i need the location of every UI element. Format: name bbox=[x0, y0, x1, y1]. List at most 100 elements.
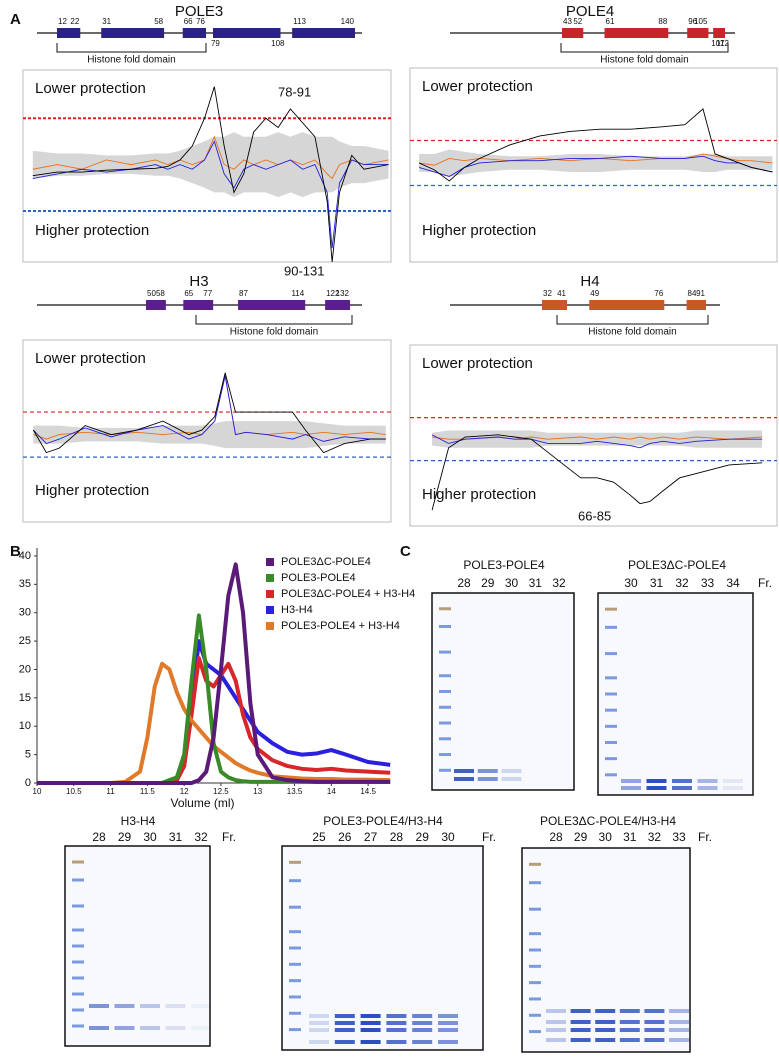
residue-label: 76 bbox=[196, 17, 205, 26]
region-label: Lower protection bbox=[35, 350, 146, 367]
domain-box bbox=[182, 28, 206, 38]
hdx-line bbox=[32, 135, 389, 180]
lane-label: 30 bbox=[143, 830, 157, 844]
residue-label: 140 bbox=[341, 17, 355, 26]
protein-band bbox=[619, 1038, 640, 1042]
ladder-band bbox=[529, 964, 541, 968]
x-tick-label: 14.5 bbox=[360, 787, 376, 796]
protein-band bbox=[140, 1004, 160, 1008]
legend-label: H3-H4 bbox=[281, 604, 313, 616]
residue-label: 76 bbox=[654, 289, 663, 298]
hdx-line bbox=[32, 86, 389, 263]
ladder-band bbox=[72, 928, 84, 932]
protein-title: H3 bbox=[189, 273, 208, 290]
lane-label: 30 bbox=[441, 830, 455, 844]
protein-band bbox=[477, 769, 498, 773]
panel-label: C bbox=[400, 543, 411, 560]
residue-label: 61 bbox=[606, 17, 615, 26]
domain-box bbox=[542, 300, 568, 310]
legend-label: POLE3ΔC-POLE4 + H3-H4 bbox=[281, 588, 415, 600]
ladder-band bbox=[529, 862, 541, 866]
protein-band bbox=[644, 1028, 665, 1032]
ladder-band bbox=[529, 1013, 541, 1017]
ladder-band bbox=[72, 976, 84, 980]
protein-band bbox=[644, 1020, 665, 1024]
region-label: Higher protection bbox=[35, 222, 149, 239]
residue-label: 31 bbox=[102, 17, 111, 26]
fold-bracket bbox=[560, 43, 729, 53]
lane-label: 25 bbox=[312, 830, 326, 844]
residue-label: 12 bbox=[58, 17, 67, 26]
ladder-band bbox=[605, 757, 617, 761]
protein-band bbox=[438, 1021, 458, 1025]
panel-label: A bbox=[10, 11, 21, 28]
residue-label: 32 bbox=[543, 289, 552, 298]
residue-label: 52 bbox=[573, 17, 582, 26]
gel-title: POLE3ΔC-POLE4 bbox=[628, 558, 726, 572]
protein-band bbox=[697, 779, 718, 783]
fold-label: Histone fold domain bbox=[600, 55, 688, 66]
lane-label: 27 bbox=[364, 830, 378, 844]
ladder-band bbox=[72, 878, 84, 882]
domain-box bbox=[183, 300, 214, 310]
ladder-band bbox=[605, 773, 617, 777]
ladder-band bbox=[439, 690, 451, 693]
hdx-line bbox=[418, 108, 773, 182]
lane-label: 29 bbox=[481, 576, 495, 590]
domain-box bbox=[292, 28, 355, 38]
domain-box bbox=[101, 28, 165, 38]
residue-label: 87 bbox=[239, 289, 248, 298]
lane-label: 28 bbox=[457, 576, 471, 590]
gel-title: H3-H4 bbox=[121, 814, 156, 828]
protein-band bbox=[309, 1021, 329, 1025]
protein-band bbox=[360, 1040, 381, 1044]
residue-label: 114 bbox=[291, 289, 304, 298]
ladder-band bbox=[439, 624, 451, 628]
x-tick-label: 11.5 bbox=[140, 787, 156, 796]
residue-label: 50 bbox=[147, 289, 156, 298]
protein-band bbox=[360, 1021, 381, 1025]
legend-label: POLE3ΔC-POLE4 bbox=[281, 556, 371, 568]
ladder-band bbox=[72, 960, 84, 964]
fold-label: Histone fold domain bbox=[87, 55, 175, 66]
hdx-line bbox=[418, 155, 773, 177]
sec-trace bbox=[37, 613, 391, 785]
panel-label: B bbox=[10, 543, 21, 560]
protein-band bbox=[454, 777, 474, 781]
lane-label: 33 bbox=[672, 830, 686, 844]
legend-swatch bbox=[266, 574, 274, 582]
y-tick-label: 35 bbox=[19, 578, 31, 590]
protein-band bbox=[360, 1028, 381, 1032]
protein-band bbox=[621, 779, 641, 783]
protein-band bbox=[334, 1014, 355, 1018]
gel-frame bbox=[431, 592, 575, 791]
protein-band bbox=[334, 1040, 355, 1044]
protein-band bbox=[646, 786, 667, 790]
ladder-band bbox=[72, 860, 84, 864]
hdx-line bbox=[32, 140, 389, 249]
lane-label: 28 bbox=[92, 830, 106, 844]
residue-label: 41 bbox=[557, 289, 566, 298]
protein-band bbox=[546, 1028, 566, 1032]
protein-band bbox=[619, 1028, 640, 1032]
confidence-band bbox=[32, 132, 389, 198]
gel-frame bbox=[597, 592, 754, 796]
ladder-band bbox=[289, 860, 301, 864]
residue-label: 77 bbox=[203, 289, 212, 298]
residue-label: 58 bbox=[154, 17, 163, 26]
protein-band bbox=[570, 1020, 591, 1024]
protein-band bbox=[360, 1014, 381, 1018]
residue-label: 66 bbox=[184, 17, 193, 26]
fraction-label: Fr. bbox=[222, 830, 236, 844]
y-tick-label: 15 bbox=[19, 692, 31, 704]
protein-band bbox=[140, 1026, 160, 1030]
lane-label: 29 bbox=[574, 830, 588, 844]
fraction-label: Fr. bbox=[482, 830, 496, 844]
fold-bracket bbox=[556, 315, 709, 325]
domain-box bbox=[589, 300, 665, 310]
lane-label: 33 bbox=[701, 576, 715, 590]
protein-title: POLE4 bbox=[566, 3, 614, 20]
protein-band bbox=[619, 1020, 640, 1024]
legend-label: POLE3-POLE4 bbox=[281, 572, 356, 584]
